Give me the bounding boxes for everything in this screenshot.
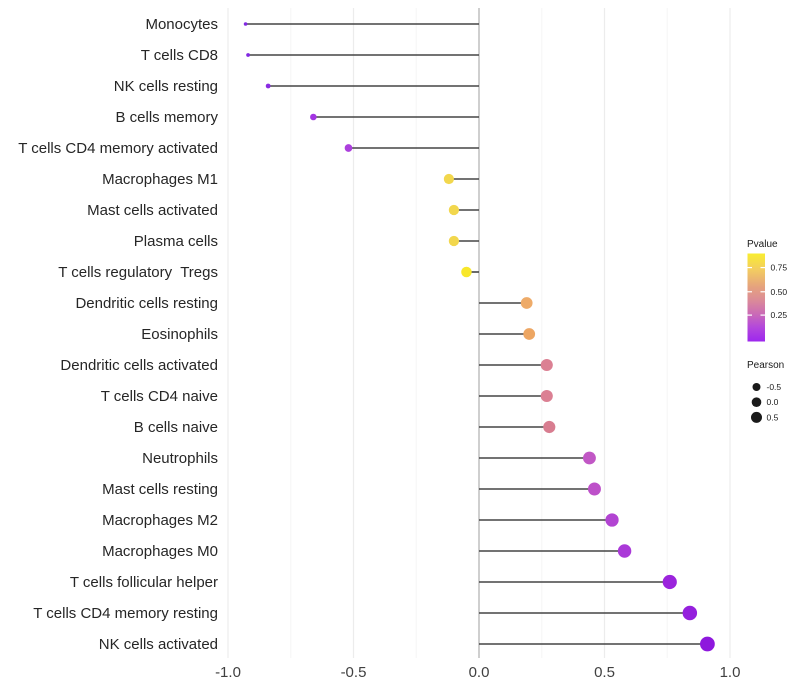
y-axis-label: Dendritic cells activated <box>60 357 218 374</box>
lollipop-point <box>344 144 353 152</box>
y-axis-label: B cells memory <box>115 109 218 126</box>
x-axis-tick-label: 1.0 <box>720 664 741 681</box>
y-axis-label: Macrophages M0 <box>102 543 218 560</box>
y-axis-label: T cells CD4 naive <box>101 388 218 405</box>
lollipop-point <box>520 297 533 309</box>
lollipop-point <box>243 22 248 26</box>
lollipop-point <box>583 451 596 465</box>
pearson-size-label: 0.5 <box>767 412 779 422</box>
lollipop-point <box>682 605 698 621</box>
lollipop-point <box>265 83 271 89</box>
y-axis-label: NK cells activated <box>99 636 218 653</box>
lollipop-point <box>543 420 556 434</box>
x-axis-tick-label: -0.5 <box>341 664 367 681</box>
pearson-legend-title: Pearson <box>747 360 784 371</box>
y-axis-label: T cells regulatory Tregs <box>58 264 218 281</box>
pearson-size-label: 0.0 <box>767 397 779 407</box>
lollipop-point <box>523 328 536 340</box>
y-axis-label: Neutrophils <box>142 450 218 467</box>
lollipop-point <box>310 113 317 121</box>
lollipop-point <box>461 266 472 278</box>
lollipop-point <box>605 513 619 527</box>
pvalue-tick-label: 0.50 <box>771 287 788 297</box>
lollipop-point <box>246 53 250 57</box>
y-axis-label: Macrophages M2 <box>102 512 218 529</box>
lollipop-point <box>617 544 632 558</box>
y-axis-label: T cells CD8 <box>141 47 218 64</box>
x-axis-tick-label: -1.0 <box>215 664 241 681</box>
y-axis-label: T cells follicular helper <box>70 574 218 591</box>
y-axis-label: NK cells resting <box>114 78 218 95</box>
lollipop-point <box>662 574 677 590</box>
lollipop-point <box>540 358 553 372</box>
lollipop-point <box>540 389 553 403</box>
pvalue-legend-title: Pvalue <box>747 239 778 250</box>
pvalue-tick-label: 0.25 <box>771 310 788 320</box>
lollipop-point <box>448 235 460 247</box>
y-axis-label: T cells CD4 memory activated <box>18 140 218 157</box>
y-axis-label: Dendritic cells resting <box>75 295 218 312</box>
pearson-size-label: -0.5 <box>767 382 782 392</box>
y-axis-label: Plasma cells <box>134 233 218 250</box>
y-axis-label: B cells naive <box>134 419 218 436</box>
pearson-size-dot <box>751 397 762 408</box>
y-axis-label: Mast cells activated <box>87 202 218 219</box>
pearson-size-dot <box>751 411 762 423</box>
x-axis-tick-label: 0.0 <box>469 664 490 681</box>
lollipop-point <box>448 204 460 216</box>
y-axis-label: Macrophages M1 <box>102 171 218 188</box>
lollipop-point <box>443 173 454 185</box>
lollipop-point <box>700 636 715 652</box>
pvalue-gradient-bar <box>747 253 765 342</box>
pvalue-tick-label: 0.75 <box>771 263 788 273</box>
y-axis-label: T cells CD4 memory resting <box>33 605 218 622</box>
x-axis-tick-label: 0.5 <box>594 664 615 681</box>
pearson-size-dot <box>752 383 761 391</box>
y-axis-label: Monocytes <box>145 16 218 33</box>
y-axis-label: Eosinophils <box>141 326 218 343</box>
lollipop-point <box>587 482 601 496</box>
y-axis-label: Mast cells resting <box>102 481 218 498</box>
